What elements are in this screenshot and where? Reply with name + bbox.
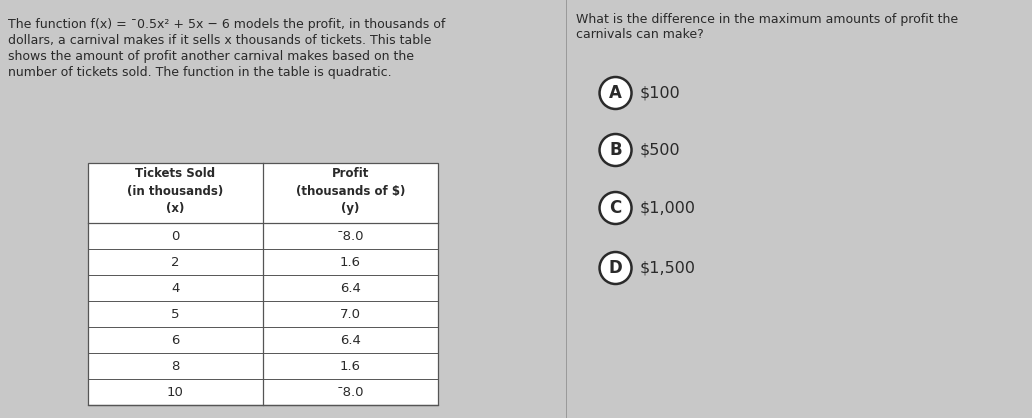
Text: A: A <box>609 84 622 102</box>
Text: ¯8.0: ¯8.0 <box>336 385 364 398</box>
Text: What is the difference in the maximum amounts of profit the: What is the difference in the maximum am… <box>576 13 958 26</box>
Text: 7.0: 7.0 <box>340 308 361 321</box>
Text: $1,500: $1,500 <box>640 260 696 275</box>
Text: 6: 6 <box>171 334 180 347</box>
Text: carnivals can make?: carnivals can make? <box>576 28 703 41</box>
Circle shape <box>600 134 632 166</box>
Circle shape <box>600 252 632 284</box>
Text: 1.6: 1.6 <box>340 359 361 372</box>
Text: D: D <box>609 259 622 277</box>
Bar <box>88 163 438 405</box>
Text: ¯8.0: ¯8.0 <box>336 229 364 242</box>
Circle shape <box>600 77 632 109</box>
Text: $100: $100 <box>640 86 680 100</box>
Text: dollars, a carnival makes if it sells x thousands of tickets. This table: dollars, a carnival makes if it sells x … <box>8 34 431 47</box>
Text: Tickets Sold
(in thousands)
(x): Tickets Sold (in thousands) (x) <box>127 167 224 215</box>
Text: Profit
(thousands of $)
(y): Profit (thousands of $) (y) <box>296 167 406 215</box>
Text: The function f(x) = ¯0.5x² + 5x − 6 models the profit, in thousands of: The function f(x) = ¯0.5x² + 5x − 6 mode… <box>8 18 446 31</box>
Text: 2: 2 <box>171 255 180 268</box>
Text: $1,000: $1,000 <box>640 201 696 216</box>
Text: 5: 5 <box>171 308 180 321</box>
Circle shape <box>600 192 632 224</box>
Text: 6.4: 6.4 <box>341 281 361 295</box>
Text: C: C <box>610 199 621 217</box>
Text: 0: 0 <box>171 229 180 242</box>
Text: 8: 8 <box>171 359 180 372</box>
Text: shows the amount of profit another carnival makes based on the: shows the amount of profit another carni… <box>8 50 414 63</box>
Text: 1.6: 1.6 <box>340 255 361 268</box>
Text: 10: 10 <box>167 385 184 398</box>
Text: B: B <box>609 141 622 159</box>
Text: $500: $500 <box>640 143 680 158</box>
Text: 6.4: 6.4 <box>341 334 361 347</box>
Text: number of tickets sold. The function in the table is quadratic.: number of tickets sold. The function in … <box>8 66 391 79</box>
Text: 4: 4 <box>171 281 180 295</box>
